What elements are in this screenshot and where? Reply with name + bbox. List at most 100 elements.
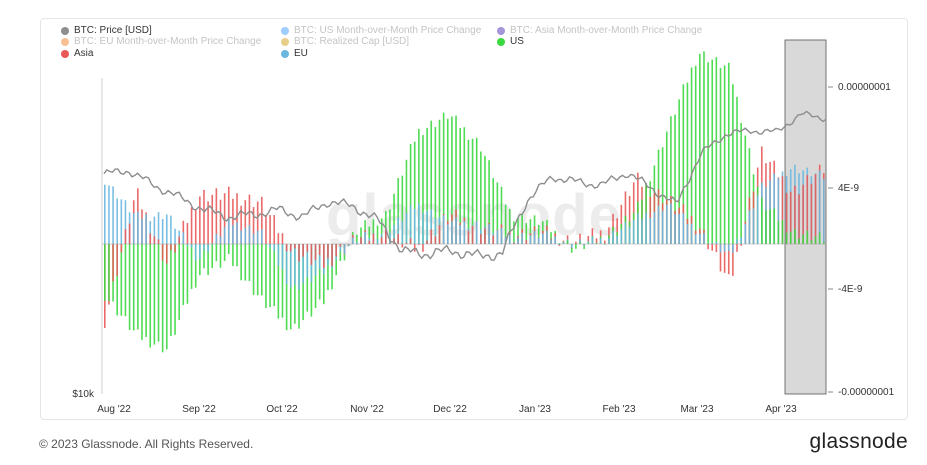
legend-item-8[interactable]: EU bbox=[281, 48, 308, 59]
bar-asia bbox=[587, 236, 590, 244]
bar-eu bbox=[670, 203, 672, 244]
bar-eu bbox=[236, 222, 238, 244]
y-right-tick-label: 4E-9 bbox=[838, 183, 860, 194]
legend-item-7[interactable]: Asia bbox=[61, 48, 93, 59]
bar-us bbox=[670, 116, 672, 244]
legend-item-2[interactable]: BTC: US Month-over-Month Price Change bbox=[281, 25, 481, 36]
bar-us bbox=[736, 96, 738, 244]
legend-item-3[interactable]: BTC: Asia Month-over-Month Price Change bbox=[497, 25, 702, 36]
bar-us bbox=[182, 244, 185, 306]
legend-item-1[interactable]: BTC: Price [USD] bbox=[61, 25, 152, 36]
bar-eu bbox=[475, 221, 478, 244]
bar-us bbox=[153, 244, 156, 345]
bar-asia bbox=[318, 244, 321, 256]
bar-us bbox=[802, 234, 804, 244]
bar-asia bbox=[781, 176, 784, 244]
bar-eu bbox=[699, 233, 701, 244]
bar-eu bbox=[678, 213, 680, 244]
bar-asia bbox=[273, 215, 276, 244]
bar-us bbox=[480, 151, 482, 244]
bar-us bbox=[467, 139, 470, 244]
bar-us bbox=[665, 131, 668, 244]
bar-asia bbox=[178, 236, 180, 244]
x-tick-label: Nov '22 bbox=[350, 404, 384, 415]
bar-eu bbox=[318, 244, 321, 270]
legend-swatch bbox=[61, 37, 69, 46]
bar-eu bbox=[703, 233, 705, 244]
bar-us bbox=[583, 244, 585, 250]
bar-us bbox=[496, 182, 499, 244]
bar-us bbox=[269, 244, 271, 308]
bar-us bbox=[409, 143, 412, 244]
bar-eu bbox=[289, 244, 292, 288]
bar-asia bbox=[170, 244, 172, 251]
bar-asia bbox=[434, 236, 437, 244]
bar-us bbox=[773, 208, 776, 244]
bar-eu bbox=[719, 244, 722, 253]
bar-eu bbox=[203, 244, 205, 250]
bar-us bbox=[323, 244, 325, 305]
bar-asia bbox=[513, 242, 515, 244]
bar-asia bbox=[256, 201, 259, 244]
bar-eu bbox=[215, 234, 218, 244]
bar-eu bbox=[570, 244, 573, 248]
bar-us bbox=[256, 244, 259, 296]
bar-asia bbox=[368, 240, 371, 244]
bar-asia bbox=[814, 174, 817, 244]
bar-eu bbox=[104, 184, 106, 245]
bar-eu bbox=[302, 244, 304, 284]
bar-asia bbox=[575, 241, 577, 244]
legend: BTC: Price [USD] BTC: US Month-over-Month… bbox=[61, 25, 821, 65]
bar-us bbox=[806, 230, 809, 244]
bar-us bbox=[223, 244, 226, 261]
bar-us bbox=[393, 193, 395, 244]
bar-asia bbox=[153, 236, 156, 244]
legend-item-6[interactable]: US bbox=[497, 36, 524, 47]
bar-eu bbox=[277, 244, 280, 266]
bar-us bbox=[781, 220, 784, 244]
bar-eu bbox=[558, 244, 561, 246]
bar-asia bbox=[785, 192, 788, 244]
bar-asia bbox=[384, 229, 387, 244]
legend-item-5[interactable]: BTC: Realized Cap [USD] bbox=[281, 36, 409, 47]
legend-label: Asia bbox=[74, 48, 94, 59]
bar-eu bbox=[632, 220, 635, 244]
bar-asia bbox=[215, 188, 218, 244]
bar-us bbox=[339, 244, 342, 262]
bar-eu bbox=[591, 236, 594, 244]
bar-us bbox=[178, 244, 180, 320]
bar-eu bbox=[529, 235, 532, 244]
bar-eu bbox=[219, 236, 222, 244]
bar-eu bbox=[422, 212, 424, 244]
bar-eu bbox=[599, 238, 602, 244]
bar-us bbox=[157, 244, 160, 342]
bar-eu bbox=[281, 244, 284, 270]
bar-eu bbox=[343, 244, 346, 255]
bar-asia bbox=[715, 244, 718, 253]
footer-copyright: © 2023 Glassnode. All Rights Reserved. bbox=[39, 437, 254, 451]
legend-swatch bbox=[61, 26, 69, 35]
bar-eu bbox=[182, 232, 185, 244]
legend-swatch bbox=[61, 49, 69, 58]
bar-asia bbox=[723, 244, 726, 273]
bar-us bbox=[170, 244, 172, 337]
bar-eu bbox=[608, 238, 610, 244]
bar-asia bbox=[261, 196, 263, 244]
bar-eu bbox=[413, 208, 416, 244]
bar-asia bbox=[128, 223, 131, 244]
bar-asia bbox=[124, 229, 127, 244]
bar-asia bbox=[323, 244, 325, 268]
bar-us bbox=[798, 238, 800, 244]
bar-us bbox=[314, 244, 317, 308]
bar-us bbox=[463, 127, 466, 244]
bar-us bbox=[199, 244, 201, 276]
bar-us bbox=[137, 244, 139, 330]
bar-us bbox=[570, 244, 573, 253]
bar-us bbox=[690, 67, 693, 244]
bar-asia bbox=[120, 244, 123, 253]
bar-us bbox=[306, 244, 309, 312]
bar-eu bbox=[637, 213, 639, 244]
bar-eu bbox=[161, 218, 164, 244]
legend-item-4[interactable]: BTC: EU Month-over-Month Price Change bbox=[61, 36, 261, 47]
